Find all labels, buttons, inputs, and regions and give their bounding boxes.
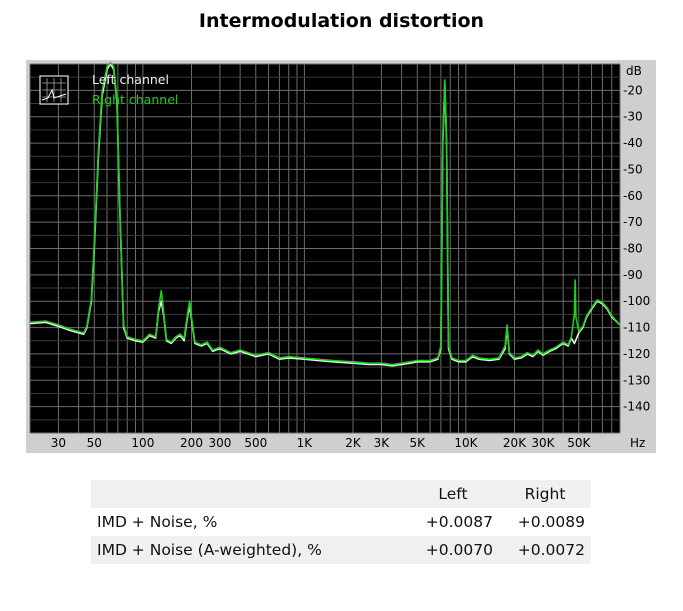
row-label: IMD + Noise, % [97,513,218,531]
x-axis-unit-label: Hz [630,436,645,450]
column-header-left: Left [438,485,468,503]
x-tick-label: 50K [567,436,591,450]
row-left-value: +0.0087 [425,513,493,531]
legend-icon-wave [41,88,67,101]
y-tick-label: -120 [623,347,650,361]
x-tick-label: 20K [503,436,527,450]
page-title: Intermodulation distortion [198,10,485,32]
x-tick-label: 30 [51,436,66,450]
x-tick-label: 50 [87,436,102,450]
y-axis-unit-label: dB [626,64,642,78]
y-tick-label: -70 [623,215,643,229]
table-header-blank [91,480,407,508]
row-left-value: +0.0070 [425,541,493,559]
x-tick-label: 2K [345,436,362,450]
legend-label: Left channel [92,72,169,87]
x-tick-label: 100 [131,436,154,450]
x-tick-label: 200 [180,436,203,450]
row-label: IMD + Noise (A-weighted), % [97,541,322,559]
x-tick-label: 500 [244,436,267,450]
y-tick-label: -80 [623,242,643,256]
legend-label: Right channel [92,92,178,107]
imd-chart: Left channel Right channel dB -20 -30 -40 -50 -… [29,61,650,450]
row-right-value: +0.0089 [517,513,585,531]
x-tick-label: 300 [208,436,231,450]
x-tick-label: 30K [531,436,555,450]
column-header-right: Right [524,485,566,503]
x-tick-label: 5K [410,436,427,450]
x-tick-label: 10K [454,436,478,450]
x-tick-label: 3K [374,436,391,450]
table-row: IMD + Noise (A-weighted), % +0.0070 +0.0… [91,536,591,564]
y-tick-label: -40 [623,136,643,150]
y-tick-label: -60 [623,189,643,203]
y-tick-label: -110 [623,321,650,335]
series-line-right-channel [29,61,621,366]
results-table: Left Right IMD + Noise, % +0.0087 +0.008… [91,480,591,564]
y-tick-label: -50 [623,162,643,176]
y-tick-label: -100 [623,294,650,308]
y-tick-label: -90 [623,268,643,282]
x-tick-label: 1K [297,436,314,450]
row-right-value: +0.0072 [517,541,585,559]
table-header-row: Left Right [91,480,591,508]
y-tick-label: -140 [623,400,650,414]
y-tick-label: -130 [623,373,650,387]
chart-panel: Left channel Right channel dB -20 -30 -40 -50 -… [26,60,656,453]
table-row: IMD + Noise, % +0.0087 +0.0089 [91,508,591,536]
y-tick-label: -30 [623,110,643,124]
y-tick-label: -20 [623,83,643,97]
